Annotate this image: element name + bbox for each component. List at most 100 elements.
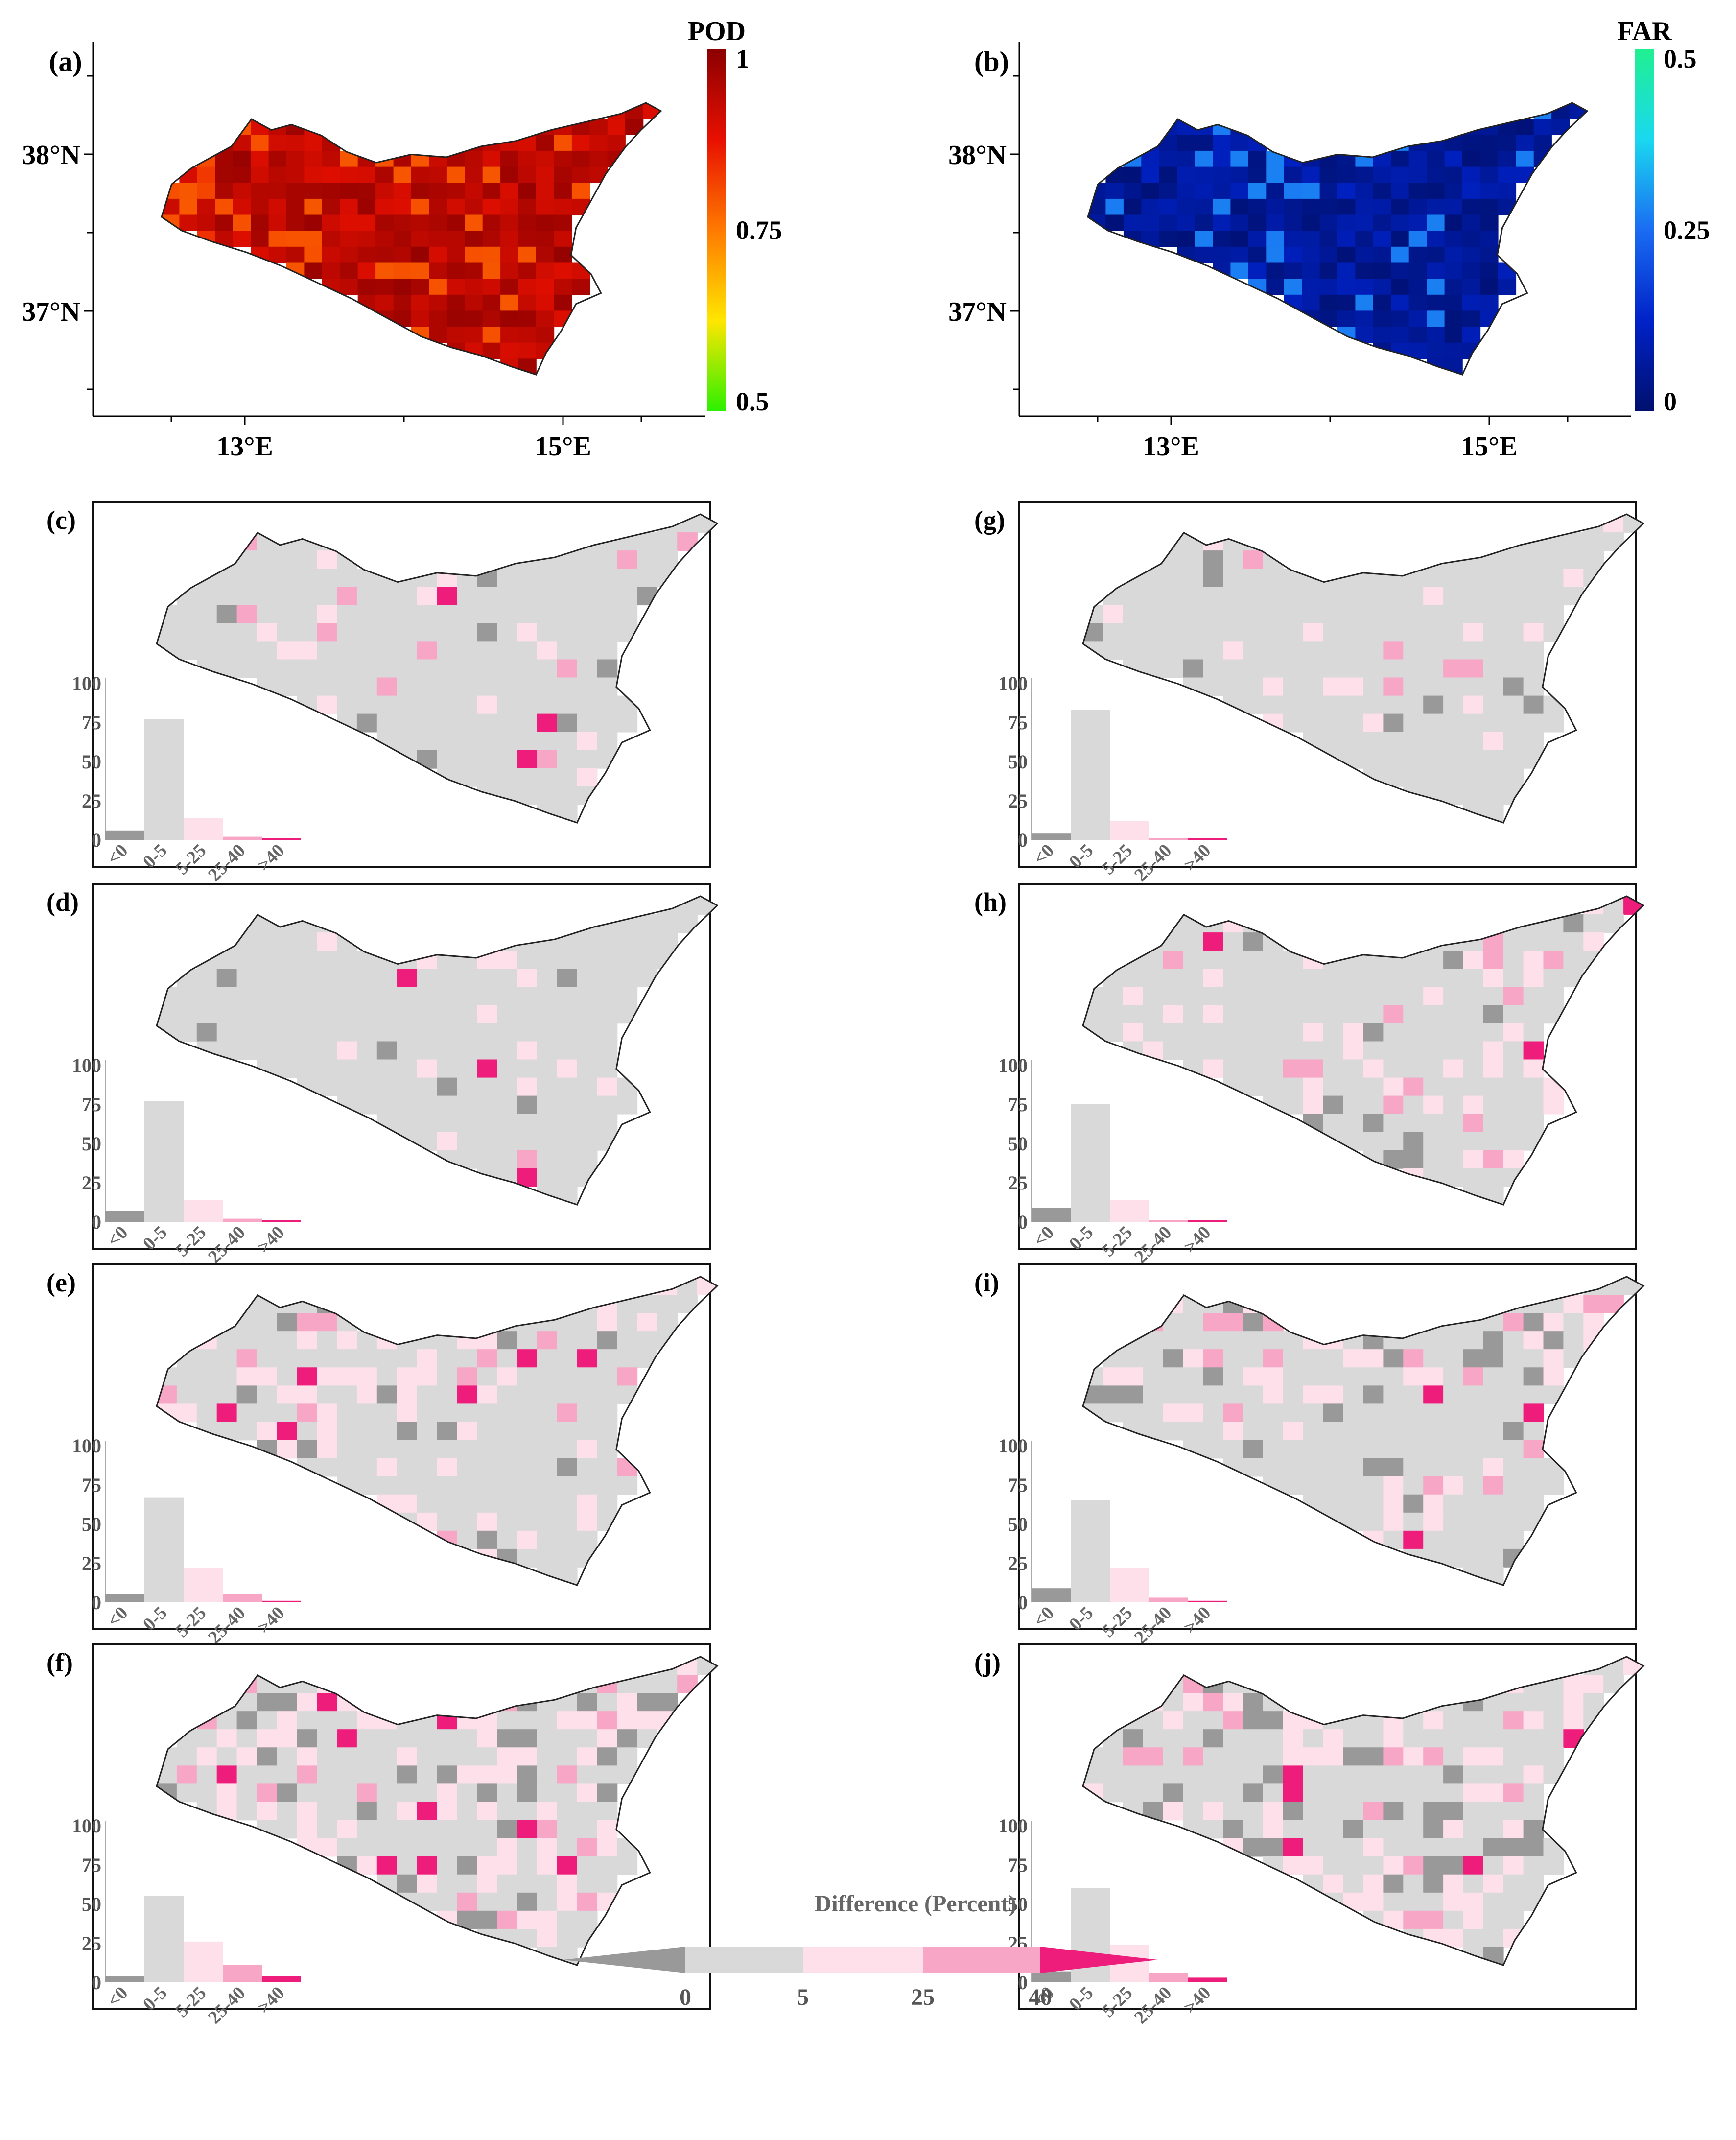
grid-cell [557,1440,578,1459]
grid-cell [517,1041,538,1060]
grid-cell [251,198,269,215]
grid-cell [1373,214,1392,231]
grid-cell [1303,1729,1324,1748]
grid-cell [1463,1422,1484,1441]
grid-cell [1183,1711,1204,1730]
grid-cell [482,279,501,295]
grid-cell [277,587,298,606]
grid-cell [1463,1168,1484,1187]
grid-cell [482,327,501,343]
grid-cell [233,183,251,199]
grid-cell [1223,550,1243,569]
grid-cell [1423,1331,1444,1350]
hist-y-tick: 0 [1018,1211,1028,1233]
grid-cell [1463,1548,1484,1568]
grid-cell [1427,262,1445,279]
grid-cell [1319,294,1338,311]
grid-cell [1483,1530,1504,1549]
grid-cell [340,246,358,263]
grid-cell [597,1005,618,1024]
grid-cell [268,214,287,231]
grid-cell [517,1114,538,1133]
island-cells [1088,103,1587,375]
grid-cell [597,987,618,1006]
grid-cell [1383,1349,1404,1368]
grid-cell [518,214,537,231]
grid-cell [277,951,298,970]
hist-y-tick: 25 [82,1552,101,1574]
grid-cell [477,1802,497,1821]
grid-cell [1143,1403,1164,1423]
grid-cell [1123,605,1144,624]
grid-cell [437,987,458,1006]
grid-cell [196,1385,217,1404]
coastline [1082,513,1645,824]
grid-cell [1263,987,1284,1006]
grid-cell [537,1476,558,1495]
grid-cell [1503,587,1524,606]
grid-cell [268,231,287,247]
grid-cell [1423,1838,1444,1857]
grid-cell [337,1041,357,1060]
grid-cell [1462,231,1481,247]
grid-cell [236,623,258,642]
grid-cell [1483,1856,1504,1875]
grid-cell [411,310,430,327]
grid-cell [340,231,358,247]
grid-cell [1323,1802,1344,1821]
grid-cell [477,1512,497,1531]
grid-cell [1403,623,1424,642]
grid-cell [337,1023,357,1042]
grid-cell [1248,231,1267,247]
grid-cell [517,969,538,988]
grid-cell [1303,641,1324,660]
grid-cell [1408,279,1427,295]
grid-cell [236,1331,258,1350]
grid-cell [1363,587,1384,606]
grid-cell [437,1023,458,1042]
grid-cell [1523,1114,1544,1133]
grid-cell [337,1077,357,1096]
grid-cell [557,587,578,606]
grid-cell [1323,1765,1344,1784]
grid-cell [1423,1802,1444,1821]
grid-cell [196,641,217,660]
grid-cell [1463,569,1484,588]
grid-cell [446,262,466,279]
grid-cell [1498,166,1517,183]
grid-cell [1383,1856,1404,1875]
grid-cell [497,1494,517,1513]
grid-cell [477,623,497,642]
grid-cell [297,951,317,970]
grid-cell [1163,1367,1184,1386]
grid-cell [536,119,555,135]
grid-cell [1323,1820,1344,1839]
grid-cell [1569,103,1587,119]
grid-cell [1483,1403,1504,1423]
grid-cell [446,198,466,215]
grid-cell [457,1403,478,1423]
grid-cell [1463,1005,1484,1024]
grid-cell [1503,951,1524,970]
grid-cell [417,713,438,733]
grid-cell [1391,231,1409,247]
grid-cell [397,677,418,696]
grid-cell [1230,166,1249,183]
grid-cell [1443,1150,1464,1169]
grid-cell [317,1783,337,1803]
grid-cell [1503,641,1524,660]
grid-cell [517,641,538,660]
grid-cell [1503,1077,1524,1096]
grid-cell [497,1458,517,1477]
grid-cell [557,750,578,769]
grid-cell [1283,1820,1304,1839]
grid-cell [417,1440,438,1459]
grid-cell [297,1005,317,1024]
grid-cell [1284,183,1302,199]
grid-cell [417,1422,438,1441]
grid-cell [1373,183,1392,199]
grid-cell [482,310,501,327]
grid-cell [1343,1385,1364,1404]
grid-cell [1408,246,1427,263]
grid-cell [617,569,638,588]
